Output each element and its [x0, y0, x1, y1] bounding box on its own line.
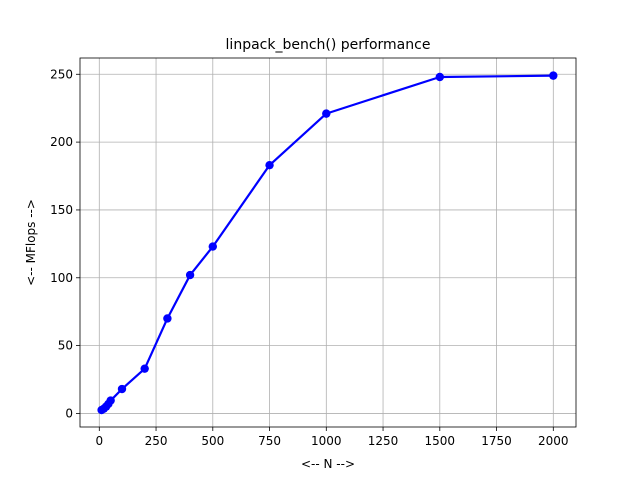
series-layer	[97, 71, 558, 415]
y-tick-label: 150	[50, 203, 73, 217]
x-tick-label: 0	[95, 434, 103, 448]
data-point	[185, 270, 195, 280]
x-tick-label: 250	[145, 434, 168, 448]
data-point	[163, 314, 172, 323]
y-tick-label: 50	[58, 339, 73, 353]
plot-frame	[79, 57, 577, 428]
x-tick-label: 2000	[538, 434, 569, 448]
x-tick-label: 1750	[481, 434, 512, 448]
grid	[80, 58, 576, 427]
data-point	[106, 396, 115, 405]
y-tick-label: 0	[65, 406, 73, 420]
x-tick-label: 1250	[368, 434, 399, 448]
y-tick-label: 100	[50, 271, 73, 285]
data-point	[322, 109, 331, 118]
data-point	[117, 384, 127, 394]
x-tick-label: 500	[201, 434, 224, 448]
data-point	[265, 160, 274, 170]
data-point	[549, 71, 558, 80]
x-tick-label: 1000	[311, 434, 342, 448]
ticks-layer: 0 250 500 750 1000 1250 1500 1750 2000 0 50 100 150 2…	[50, 67, 568, 448]
x-tick-label: 1500	[425, 434, 456, 448]
x-axis-label: <-- N -->	[301, 457, 355, 471]
data-point	[140, 364, 149, 373]
chart-title: linpack_bench() performance	[226, 37, 431, 53]
y-axis-label: <-- MFlops -->	[24, 199, 38, 286]
y-tick-label: 250	[50, 67, 73, 81]
data-point	[208, 242, 217, 251]
y-tick-label: 200	[50, 135, 73, 149]
data-point	[435, 72, 444, 82]
x-tick-label: 750	[258, 434, 281, 448]
